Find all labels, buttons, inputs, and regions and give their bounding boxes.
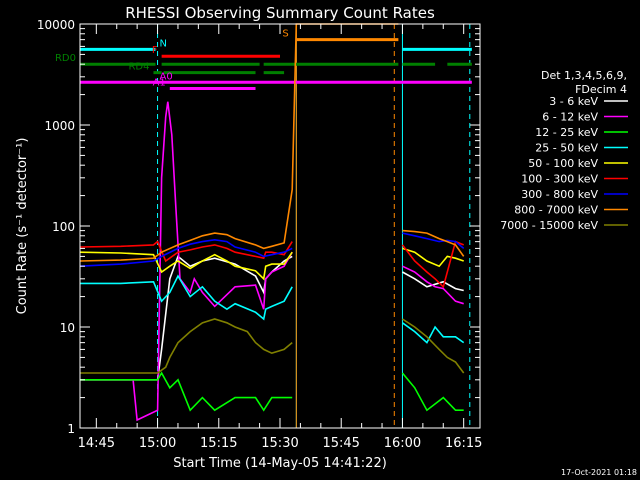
- legend-entry-label: 800 - 7000 keV: [514, 204, 598, 217]
- x-tick-label: 14:45: [78, 436, 115, 451]
- series-line: [402, 247, 464, 268]
- y-tick-label: 100: [52, 220, 75, 234]
- series-line: [79, 23, 399, 262]
- flag-label: RD4: [128, 62, 149, 73]
- series-line: [401, 318, 465, 374]
- x-tick-label: 15:45: [322, 436, 359, 451]
- x-tick-label: 16:15: [445, 436, 482, 451]
- x-tick-label: 15:00: [139, 436, 176, 451]
- series-line: [402, 232, 465, 250]
- y-axis-label: Count Rate (s⁻¹ detector⁻¹): [15, 138, 30, 315]
- series-line: [79, 240, 293, 263]
- series-line: [401, 322, 465, 344]
- series-line: [80, 101, 293, 422]
- flag-label: A0: [160, 71, 173, 82]
- x-tick-label: 16:00: [384, 436, 421, 451]
- series-line: [79, 238, 293, 267]
- legend-header: Det 1,3,4,5,6,9,: [541, 69, 627, 82]
- legend-entry-label: 6 - 12 keV: [542, 111, 598, 124]
- series-line: [402, 271, 464, 292]
- y-tick-label: 10: [60, 321, 75, 335]
- flag-label: RD0: [55, 53, 76, 64]
- y-axis: 1 10 100 1000 10000: [37, 18, 480, 436]
- y-tick-label: 1: [67, 422, 75, 436]
- legend-entry-label: 25 - 50 keV: [535, 142, 598, 155]
- legend: Det 1,3,4,5,6,9,FDecim 43 - 6 keV 6 - 12 …: [500, 69, 628, 232]
- y-tick-label: 10000: [37, 18, 75, 32]
- flag-label: F: [152, 45, 158, 56]
- legend-entry-label: 100 - 300 keV: [521, 173, 598, 186]
- flag-label: N: [160, 38, 167, 49]
- series-line: [402, 229, 465, 257]
- flag-label: S: [282, 29, 288, 40]
- legend-entry-label: 300 - 800 keV: [521, 188, 598, 201]
- series-lines: [79, 23, 465, 422]
- legend-entry-label: 7000 - 15000 keV: [500, 219, 598, 232]
- legend-entry-label: 12 - 25 keV: [535, 126, 598, 139]
- y-tick-label: 1000: [44, 119, 75, 133]
- flag-label: A1: [153, 77, 166, 88]
- x-axis-label: Start Time (14-May-05 14:41:22): [173, 456, 387, 471]
- legend-entry-label: 3 - 6 keV: [549, 95, 598, 108]
- series-line: [80, 318, 293, 374]
- series-line: [401, 372, 464, 412]
- x-tick-label: 15:15: [200, 436, 237, 451]
- chart-title: RHESSI Observing Summary Count Rates: [125, 4, 435, 22]
- series-line: [80, 274, 293, 321]
- series-line: [80, 371, 293, 412]
- series-line: [79, 251, 293, 281]
- legend-entry-label: 50 - 100 keV: [528, 157, 598, 170]
- series-line: [402, 265, 464, 305]
- x-tick-label: 15:30: [261, 436, 298, 451]
- footer-timestamp: 17-Oct-2021 01:18: [561, 468, 637, 477]
- legend-header: FDecim 4: [575, 83, 627, 96]
- x-axis: 14:45 15:00 15:15 15:30 15:45 16:00 16:15: [78, 24, 482, 451]
